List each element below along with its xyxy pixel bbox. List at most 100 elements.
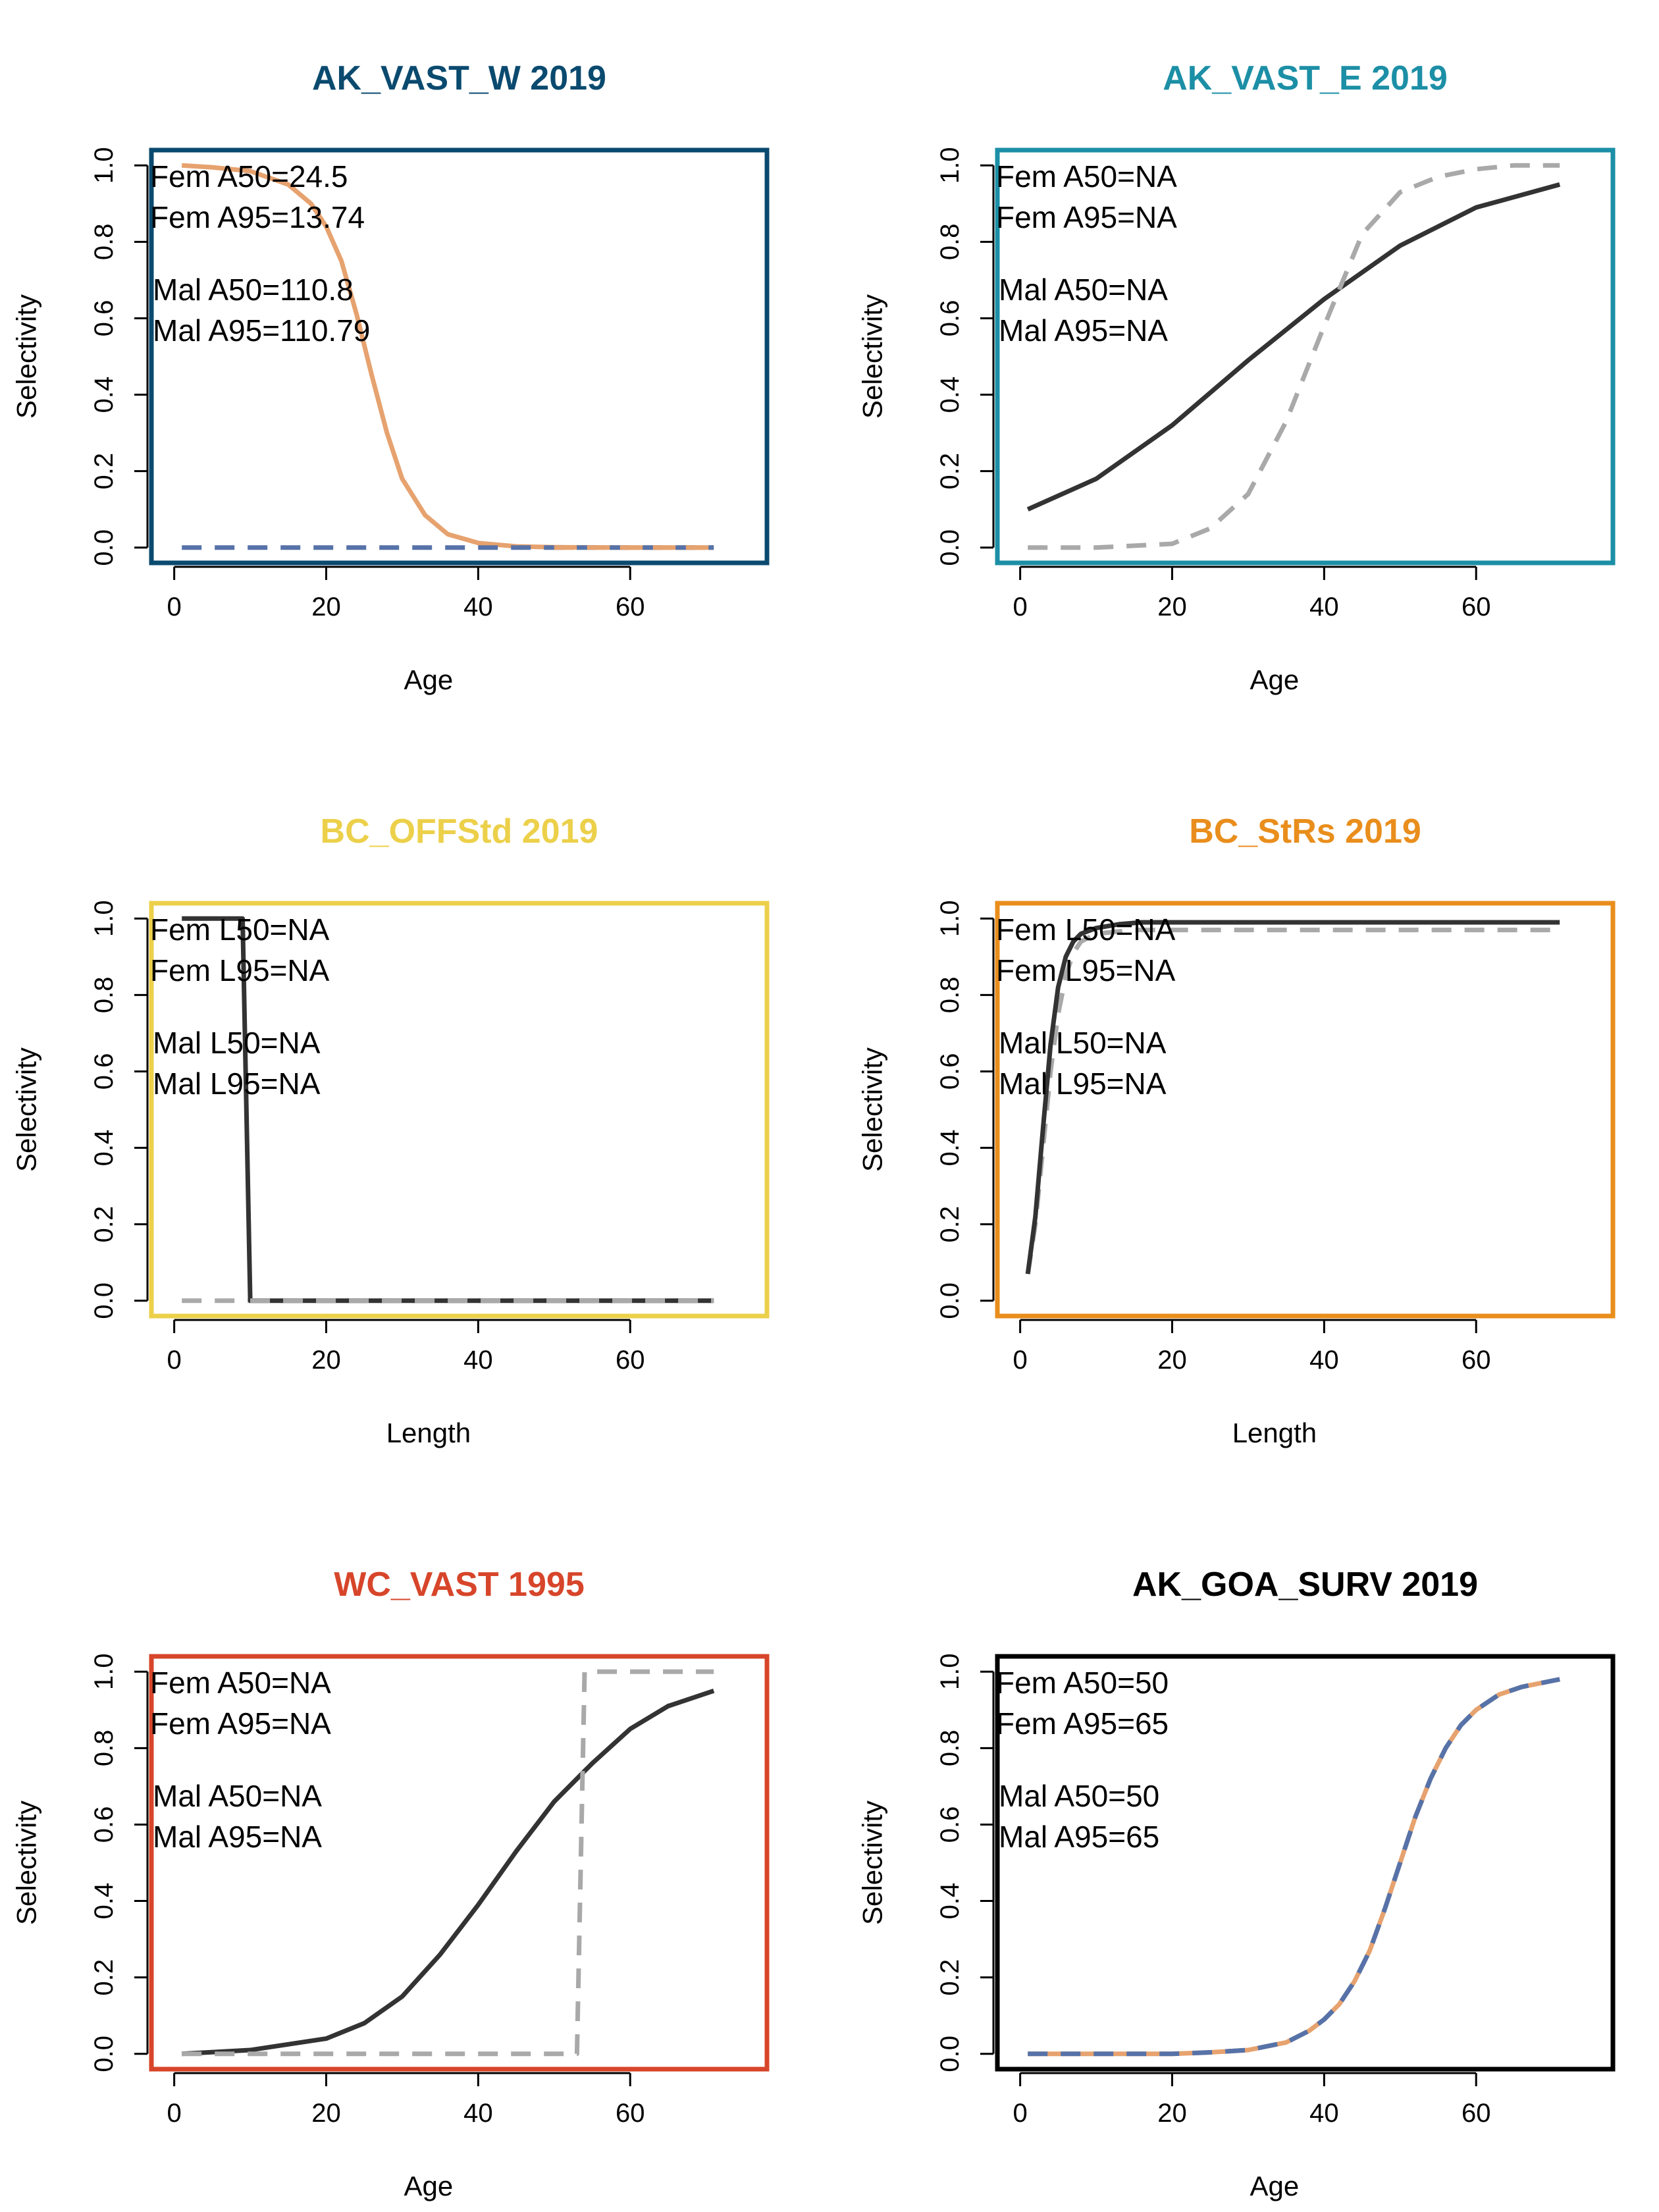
selectivity-annotation: Fem A50=NA: [150, 1666, 331, 1700]
x-tick-label: 0: [1013, 2099, 1028, 2128]
series-line-2: [1028, 163, 1560, 550]
selectivity-annotation: Fem A50=24.5: [150, 159, 348, 194]
selectivity-annotation: Mal L50=NA: [153, 1026, 321, 1060]
selectivity-annotation: Mal A95=65: [999, 1820, 1159, 1854]
y-tick-label: 0.0: [935, 1282, 964, 1319]
y-tick-label: 0.0: [935, 2036, 964, 2072]
y-tick-label: 1.0: [90, 1653, 118, 1690]
x-axis-label: Age: [404, 2171, 454, 2201]
y-tick-label: 0.4: [90, 377, 118, 413]
series-line-1: [182, 1688, 715, 2057]
selectivity-annotation: Mal A50=50: [999, 1779, 1159, 1813]
y-axis-label: Selectivity: [11, 1801, 42, 1925]
y-tick-label: 0.2: [935, 1206, 964, 1243]
series-line-1: [1028, 1677, 1560, 2057]
selectivity-annotation: Fem A50=50: [996, 1666, 1169, 1700]
y-axis-label: Selectivity: [857, 1047, 888, 1172]
chart-panel-3: BC_OFFStd 2019 0 20 40 60 0.0 0.2 0.4 0.6 0.8 1.0 L…: [11, 812, 770, 1448]
x-tick-label: 60: [616, 1346, 645, 1375]
plot-frame: [149, 901, 770, 1319]
selectivity-annotation: Fem L50=NA: [150, 912, 330, 947]
y-tick-label: 0.8: [935, 977, 964, 1014]
x-axis-label: Age: [1250, 664, 1300, 695]
y-tick-label: 0.6: [935, 300, 964, 337]
plot-frame: [995, 1654, 1616, 2072]
plot-frame: [149, 147, 770, 566]
y-tick-label: 0.4: [90, 1130, 118, 1167]
x-tick-label: 60: [616, 592, 645, 621]
panel-title: AK_VAST_W 2019: [312, 59, 606, 97]
y-tick-label: 0.2: [935, 453, 964, 490]
y-axis-label: Selectivity: [857, 294, 888, 419]
x-tick-label: 40: [1309, 2099, 1339, 2128]
selectivity-annotation: Mal A95=NA: [153, 1820, 322, 1854]
y-tick-label: 0.4: [935, 1883, 964, 1920]
x-tick-label: 20: [1157, 1346, 1187, 1375]
selectivity-annotation: Fem A95=NA: [150, 1706, 331, 1741]
y-tick-label: 0.8: [935, 224, 964, 261]
y-tick-label: 0.0: [935, 529, 964, 566]
y-tick-label: 0.4: [935, 377, 964, 413]
x-tick-label: 60: [1462, 592, 1491, 621]
x-tick-label: 20: [311, 1346, 341, 1375]
selectivity-annotation: Mal A50=NA: [999, 273, 1168, 307]
chart-panel-4: BC_StRs 2019 0 20 40 60 0.0 0.2 0.4 0.6 0.8 1.0 Len…: [857, 812, 1616, 1448]
x-tick-label: 60: [1462, 1346, 1491, 1375]
y-tick-label: 0.6: [935, 1053, 964, 1090]
y-tick-label: 0.8: [90, 1730, 118, 1767]
plot-frame: [149, 1654, 770, 2072]
x-tick-label: 0: [1013, 1346, 1028, 1375]
selectivity-annotation: Fem A50=NA: [996, 159, 1177, 194]
y-tick-label: 0.2: [90, 1206, 118, 1243]
x-tick-label: 40: [1309, 1346, 1339, 1375]
x-tick-label: 0: [167, 592, 182, 621]
y-tick-label: 0.6: [90, 300, 118, 337]
panel-title: AK_VAST_E 2019: [1163, 59, 1448, 97]
series-line-2: [182, 1669, 714, 2057]
x-tick-label: 0: [167, 1346, 182, 1375]
y-tick-label: 0.8: [935, 1730, 964, 1767]
y-tick-label: 0.2: [935, 1959, 964, 1996]
x-axis-label: Length: [1232, 1417, 1317, 1448]
y-tick-label: 0.0: [90, 529, 118, 566]
x-tick-label: 40: [1309, 592, 1339, 621]
y-axis-label: Selectivity: [11, 1047, 42, 1172]
selectivity-annotation: Mal A50=110.8: [153, 273, 354, 307]
panel-title: BC_OFFStd 2019: [321, 812, 598, 851]
y-tick-label: 1.0: [90, 900, 118, 937]
x-tick-label: 20: [1157, 592, 1187, 621]
selectivity-annotation: Fem L50=NA: [996, 912, 1176, 947]
plot-frame: [995, 901, 1616, 1319]
x-axis-label: Age: [1250, 2171, 1300, 2201]
selectivity-annotation: Mal A95=110.79: [153, 313, 370, 348]
y-tick-label: 1.0: [90, 147, 118, 184]
y-tick-label: 0.6: [90, 1053, 118, 1090]
series-line-2: [1025, 920, 1560, 1275]
x-axis-label: Age: [404, 664, 454, 695]
plot-frame: [995, 147, 1616, 566]
chart-panel-5: WC_VAST 1995 0 20 40 60 0.0 0.2 0.4 0.6 0.8 1.0 Age…: [11, 1566, 770, 2201]
selectivity-annotation: Fem L95=NA: [150, 953, 330, 988]
series-line-1: [1026, 182, 1561, 512]
x-tick-label: 60: [616, 2099, 645, 2128]
selectivity-annotation: Fem A95=65: [996, 1706, 1169, 1741]
y-axis-label: Selectivity: [857, 1801, 888, 1925]
y-tick-label: 1.0: [935, 1653, 964, 1690]
x-tick-label: 40: [463, 592, 493, 621]
chart-panel-1: AK_VAST_W 2019 0 20 40 60 0.0 0.2 0.4 0.6 0.8 1.0 A…: [11, 59, 770, 695]
chart-panel-2: AK_VAST_E 2019 0 20 40 60 0.0 0.2 0.4 0.6 0.8 1.0 A…: [857, 59, 1616, 695]
y-tick-label: 0.8: [90, 977, 118, 1014]
panel-title: AK_GOA_SURV 2019: [1132, 1566, 1478, 1604]
y-tick-label: 0.6: [935, 1806, 964, 1843]
x-tick-label: 20: [311, 2099, 341, 2128]
selectivity-annotation: Fem A95=13.74: [150, 200, 365, 234]
y-tick-label: 0.6: [90, 1806, 118, 1843]
x-tick-label: 40: [463, 2099, 493, 2128]
y-tick-label: 0.0: [90, 2036, 118, 2072]
selectivity-annotation: Mal L50=NA: [999, 1026, 1167, 1060]
y-tick-label: 0.2: [90, 1959, 118, 1996]
panel-title: BC_StRs 2019: [1189, 812, 1421, 851]
x-axis-label: Length: [386, 1417, 471, 1448]
x-tick-label: 20: [311, 592, 341, 621]
